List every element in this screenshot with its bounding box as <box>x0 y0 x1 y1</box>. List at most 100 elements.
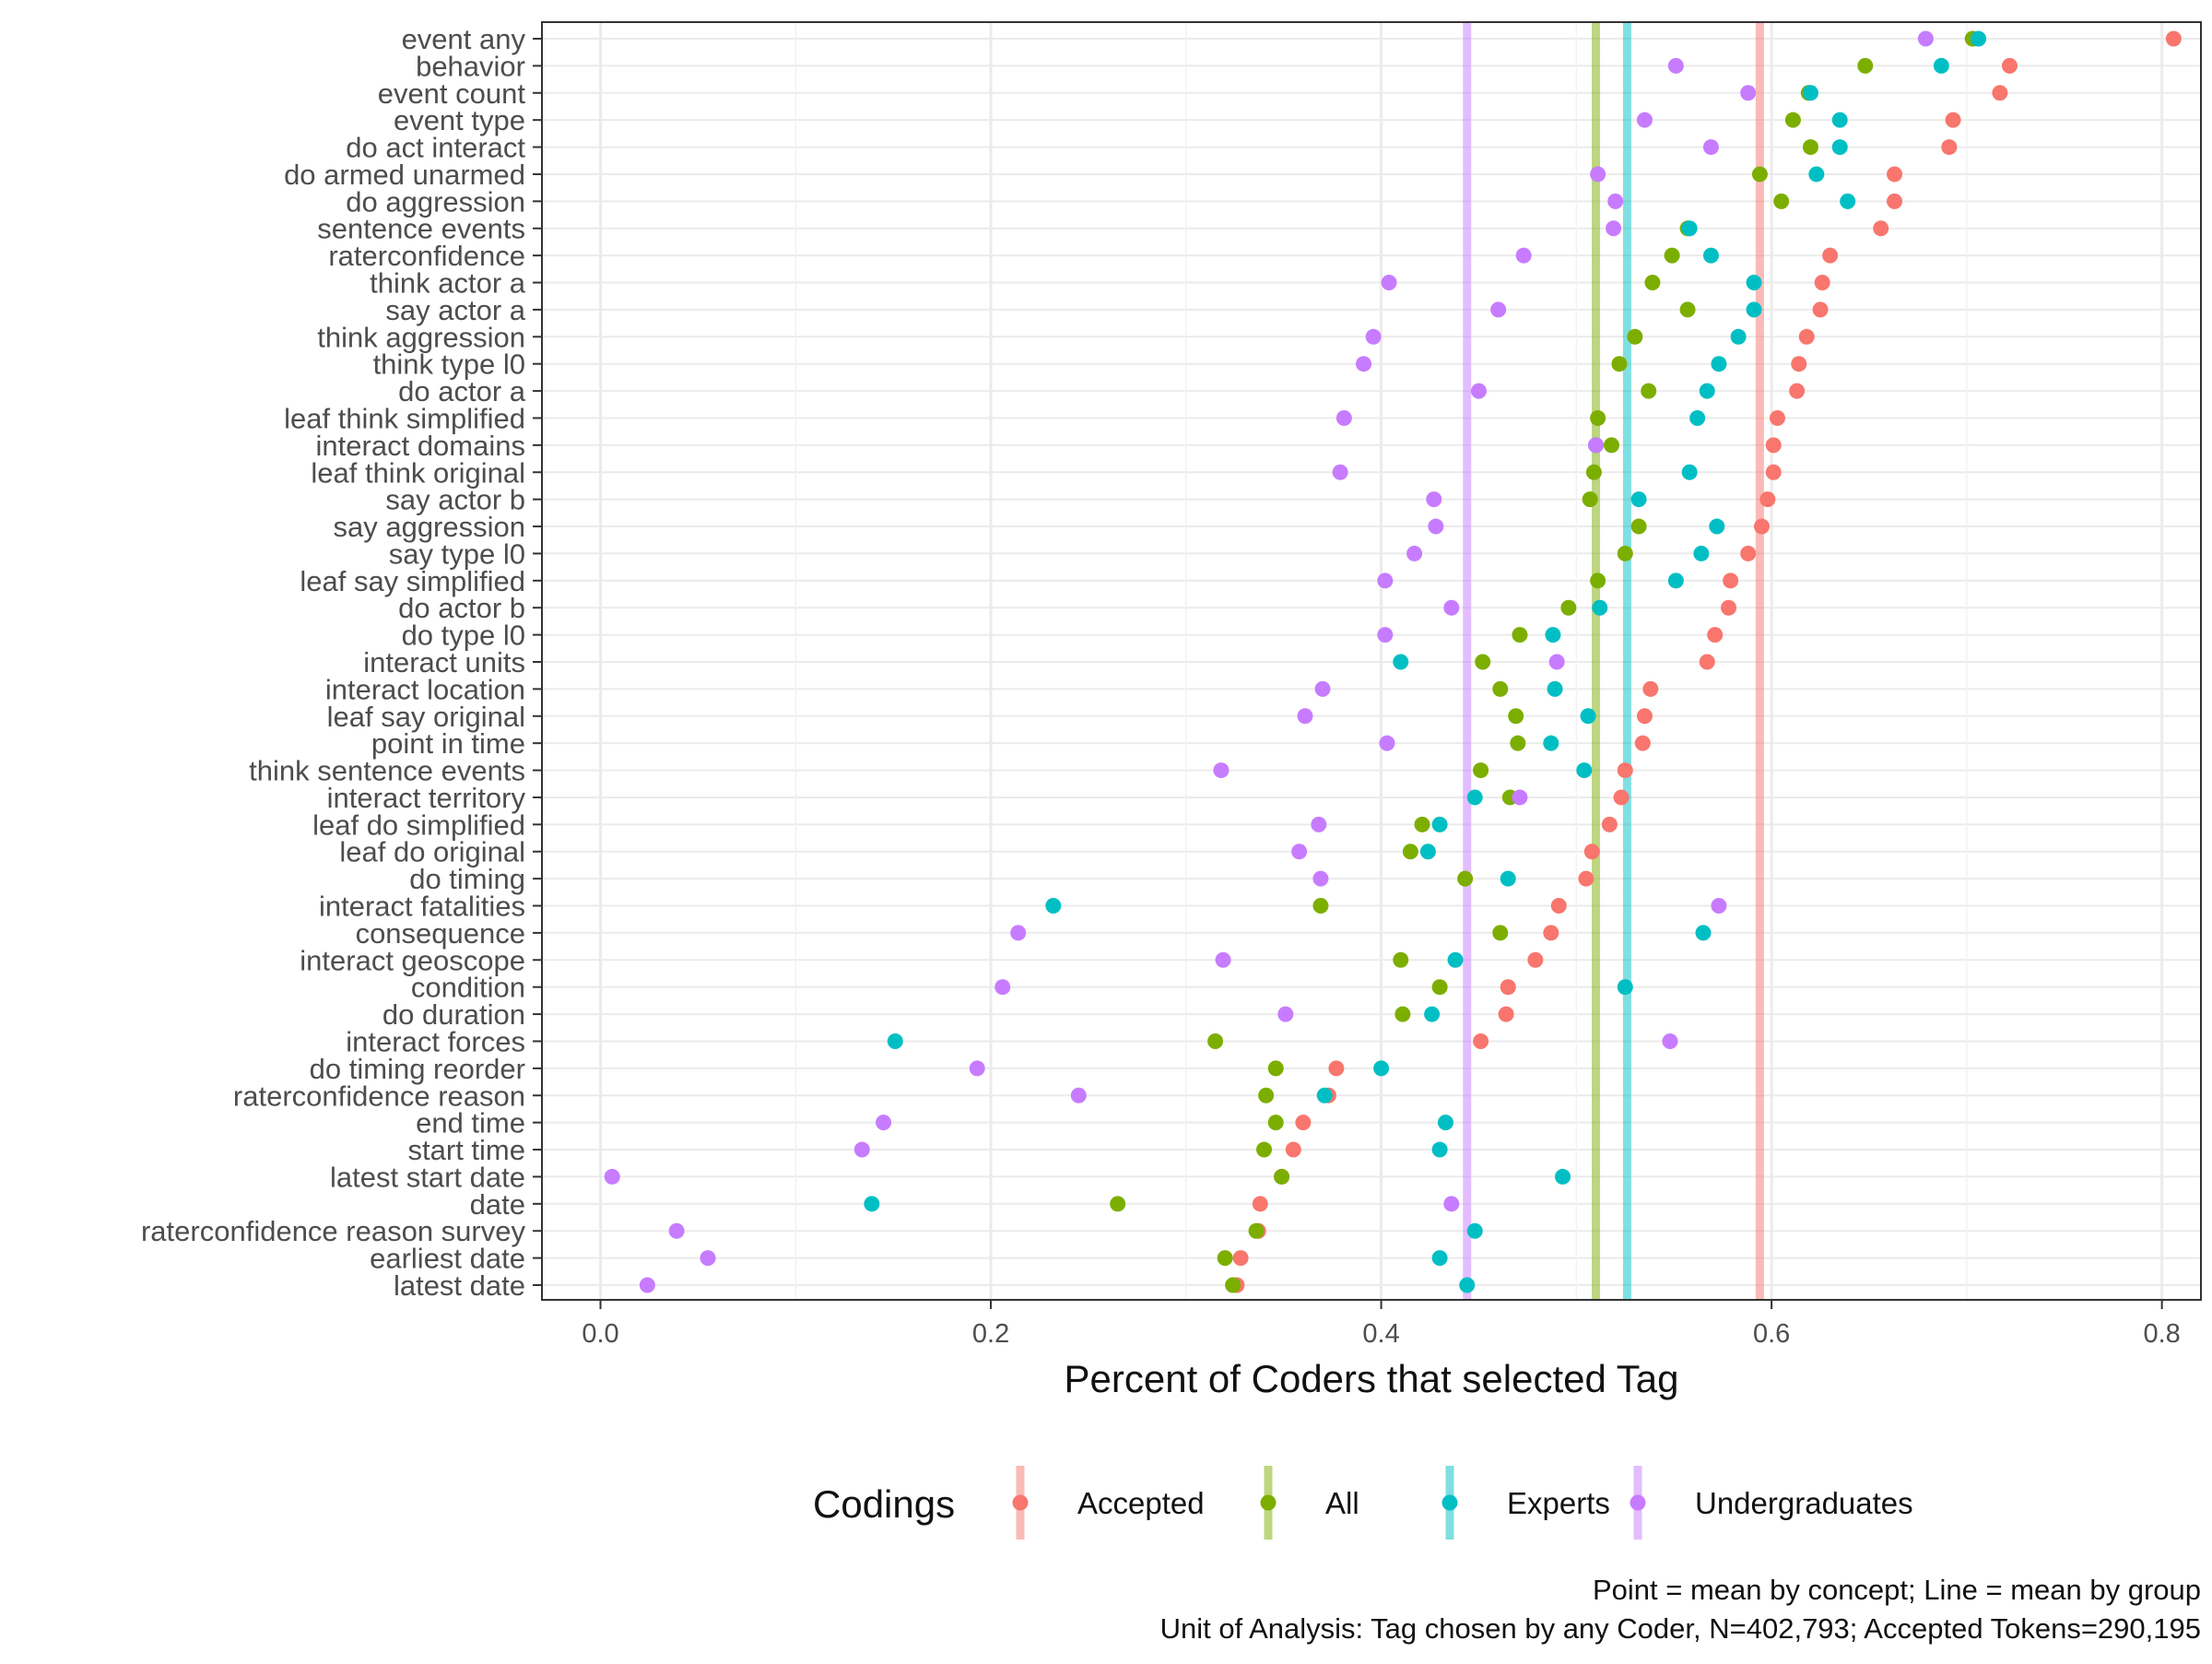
point-accepted-do-actor-b <box>1721 599 1737 616</box>
x-axis-title: Percent of Coders that selected Tag <box>1065 1357 1679 1400</box>
y-tick-label: say aggression <box>333 511 525 543</box>
point-all-consequence <box>1492 925 1509 941</box>
point-all-do-type-l0 <box>1512 627 1528 643</box>
point-undergraduates-event-count <box>1740 85 1757 101</box>
point-undergraduates-do-actor-a <box>1470 383 1487 399</box>
point-all-interact-fatalities <box>1312 898 1329 915</box>
y-tick-label: do aggression <box>346 185 525 218</box>
point-all-leaf-do-simplified <box>1414 816 1430 832</box>
point-undergraduates-interact-forces <box>1662 1033 1678 1049</box>
x-tick-label: 0.6 <box>1753 1319 1790 1349</box>
legend-label-undergraduates: Undergraduates <box>1695 1486 1913 1520</box>
point-accepted-interact-location <box>1642 680 1659 697</box>
point-undergraduates-raterconfidence-reason <box>1070 1087 1087 1103</box>
point-accepted-do-timing <box>1578 870 1594 887</box>
y-tick-label: raterconfidence <box>328 240 525 272</box>
point-accepted-earliest-date <box>1232 1250 1249 1267</box>
point-experts-point-in-time <box>1543 735 1559 751</box>
y-tick-label: say type l0 <box>389 537 525 570</box>
y-tick-label: interact fatalities <box>319 891 525 923</box>
point-all-point-in-time <box>1510 735 1526 751</box>
legend-key-point-undergraduates <box>1630 1494 1646 1511</box>
point-undergraduates-interact-geoscope <box>1215 951 1231 968</box>
point-undergraduates-leaf-do-simplified <box>1311 816 1327 832</box>
point-accepted-say-actor-a <box>1812 301 1829 318</box>
point-undergraduates-say-type-l0 <box>1406 545 1423 561</box>
point-experts-date <box>864 1196 880 1212</box>
point-all-do-duration <box>1394 1006 1411 1022</box>
y-tick-label: leaf say simplified <box>300 565 525 597</box>
point-accepted-end-time <box>1295 1115 1312 1131</box>
point-accepted-think-sentence-events <box>1617 762 1633 779</box>
point-experts-do-act-interact <box>1831 139 1848 156</box>
y-tick-label: do act interact <box>346 132 525 164</box>
legend-label-accepted: Accepted <box>1077 1486 1205 1520</box>
point-all-do-armed-unarmed <box>1751 166 1768 183</box>
point-undergraduates-say-aggression <box>1428 518 1444 535</box>
point-all-do-actor-a <box>1641 383 1657 399</box>
y-tick-label: do timing reorder <box>310 1053 525 1085</box>
point-accepted-interact-territory <box>1613 789 1630 806</box>
point-undergraduates-interact-domains <box>1588 437 1605 454</box>
point-experts-event-count <box>1802 85 1818 101</box>
point-all-leaf-say-simplified <box>1590 572 1606 589</box>
y-tick-label: point in time <box>371 727 525 760</box>
y-tick-label: event type <box>394 104 525 136</box>
point-undergraduates-end-time <box>876 1115 892 1131</box>
point-experts-leaf-do-original <box>1419 844 1436 860</box>
point-all-say-type-l0 <box>1617 545 1633 561</box>
point-undergraduates-leaf-say-original <box>1297 708 1313 725</box>
x-tick-label: 0.4 <box>1362 1319 1399 1349</box>
point-all-leaf-think-original <box>1585 464 1602 480</box>
y-tick-label: leaf do original <box>339 836 525 868</box>
point-experts-earliest-date <box>1431 1250 1448 1267</box>
point-undergraduates-do-duration <box>1277 1006 1294 1022</box>
y-tick-label: leaf think original <box>311 456 525 489</box>
point-all-leaf-do-original <box>1402 844 1418 860</box>
group-mean-lines <box>1463 22 1764 1300</box>
point-accepted-interact-fatalities <box>1550 898 1567 915</box>
point-accepted-leaf-do-simplified <box>1601 816 1618 832</box>
point-accepted-think-actor-a <box>1814 275 1830 291</box>
y-tick-label: do armed unarmed <box>284 159 525 191</box>
point-accepted-sentence-events <box>1873 220 1889 237</box>
point-undergraduates-think-type-l0 <box>1356 356 1372 372</box>
point-experts-do-actor-b <box>1592 599 1608 616</box>
y-tick-label: latest date <box>394 1269 525 1302</box>
point-undergraduates-think-actor-a <box>1381 275 1397 291</box>
point-undergraduates-condition <box>994 979 1011 996</box>
y-tick-label: interact geoscope <box>300 944 525 976</box>
point-all-latest-start-date <box>1274 1168 1290 1185</box>
point-experts-interact-territory <box>1466 789 1483 806</box>
y-tick-label: do actor a <box>398 375 526 407</box>
point-accepted-do-aggression <box>1887 193 1903 209</box>
point-undergraduates-latest-date <box>639 1277 655 1293</box>
point-all-say-aggression <box>1630 518 1647 535</box>
point-experts-think-aggression <box>1730 328 1747 345</box>
point-experts-say-type-l0 <box>1693 545 1710 561</box>
y-tick-label: end time <box>416 1107 525 1139</box>
point-all-latest-date <box>1225 1277 1241 1293</box>
point-accepted-do-actor-a <box>1789 383 1806 399</box>
point-all-interact-geoscope <box>1393 951 1409 968</box>
point-experts-event-any <box>1971 30 1987 47</box>
point-experts-behavior <box>1933 57 1949 74</box>
y-tick-label: think sentence events <box>249 755 525 787</box>
point-experts-condition <box>1617 979 1633 996</box>
y-tick-label: interact domains <box>316 430 525 462</box>
point-undergraduates-event-type <box>1636 112 1653 128</box>
point-experts-do-actor-a <box>1699 383 1715 399</box>
point-accepted-say-type-l0 <box>1740 545 1757 561</box>
y-tick-label: interact units <box>363 646 525 679</box>
point-all-do-actor-b <box>1560 599 1577 616</box>
point-accepted-interact-geoscope <box>1527 951 1544 968</box>
point-accepted-do-act-interact <box>1941 139 1958 156</box>
point-experts-raterconfidence-reason-survey <box>1466 1222 1483 1239</box>
y-tick-label: interact location <box>325 673 525 705</box>
point-undergraduates-leaf-say-simplified <box>1377 572 1394 589</box>
legend-key-point-all <box>1260 1494 1277 1511</box>
y-tick-label: leaf do simplified <box>312 808 525 841</box>
point-undergraduates-think-sentence-events <box>1213 762 1230 779</box>
point-undergraduates-event-any <box>1917 30 1934 47</box>
point-accepted-do-armed-unarmed <box>1887 166 1903 183</box>
